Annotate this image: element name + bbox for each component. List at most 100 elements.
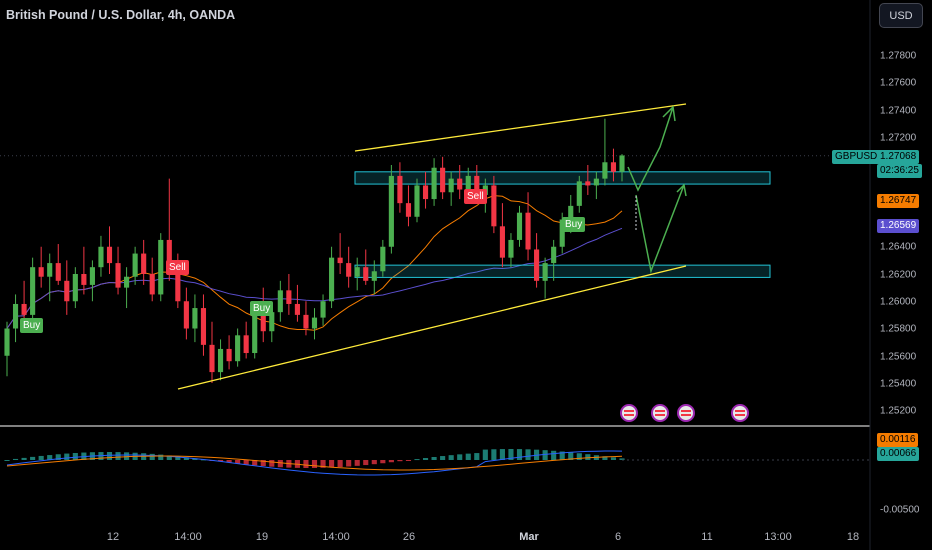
candle-up <box>568 205 574 220</box>
macd-green-tag: 0.00066 <box>877 447 920 461</box>
candle-up <box>576 181 582 206</box>
candle-up <box>252 308 258 354</box>
candle-down <box>226 348 232 362</box>
macd-bar <box>226 460 232 463</box>
candle-down <box>149 274 155 295</box>
candle-up <box>89 267 95 285</box>
macd-bar <box>440 456 446 460</box>
candle-up <box>354 267 360 277</box>
currency-button[interactable]: USD <box>879 3 923 28</box>
time-tick: 14:00 <box>322 531 350 543</box>
macd-line <box>6 450 623 476</box>
macd-bar <box>183 457 189 460</box>
candle-up <box>542 263 548 281</box>
candle-up <box>72 274 78 302</box>
time-tick: 19 <box>255 531 269 543</box>
candle-down <box>363 267 369 281</box>
macd-bar <box>371 460 377 465</box>
macd-bar <box>559 451 565 460</box>
buy-signal: Buy <box>20 318 44 333</box>
sell-signal: Sell <box>166 260 189 275</box>
candle-down <box>243 335 249 354</box>
price-tick: 1.25800 <box>880 323 917 335</box>
symbol-title: British Pound / U.S. Dollar, 4h, OANDA <box>6 8 236 22</box>
macd-bar <box>12 458 19 460</box>
candle-up <box>12 303 19 329</box>
candle-up <box>158 239 164 295</box>
candle-up <box>329 257 335 302</box>
macd-bar <box>320 460 326 468</box>
macd-bar <box>576 453 582 460</box>
macd-bar <box>363 460 369 466</box>
macd-bar <box>243 460 249 465</box>
macd-bar <box>602 456 608 460</box>
candle-up <box>619 155 625 172</box>
macd-bar <box>491 449 497 460</box>
candle-up <box>124 276 130 288</box>
candle-up <box>277 290 283 313</box>
macd-bar <box>568 452 574 460</box>
macd-bar <box>175 456 181 460</box>
time-tick: Mar <box>519 531 539 543</box>
candle-down <box>346 263 352 277</box>
us-flag-icon <box>651 404 669 422</box>
candle-up <box>320 301 326 318</box>
macd-bar <box>235 460 241 464</box>
candle-up <box>380 246 386 272</box>
macd-bar <box>303 460 309 468</box>
macd-bar <box>551 450 557 460</box>
macd-bar <box>72 452 78 460</box>
candle-up <box>508 239 514 258</box>
macd-bar <box>448 455 454 460</box>
macd-bar <box>405 460 412 461</box>
candle-up <box>371 271 377 281</box>
candle-down <box>337 257 343 264</box>
macd-orange-tag: 0.00116 <box>877 433 919 447</box>
macd-bar <box>431 457 437 460</box>
candle-down <box>260 308 266 332</box>
macd-bar <box>482 449 488 460</box>
candle-up <box>448 178 454 193</box>
candle-down <box>440 167 446 193</box>
macd-bar <box>516 449 523 460</box>
macd-bar <box>525 449 531 460</box>
macd-bar <box>542 450 548 460</box>
arrow-head <box>676 183 687 197</box>
candle-down <box>457 178 463 190</box>
macd-bar <box>115 452 121 460</box>
candle-down <box>422 185 429 200</box>
ma-purple-tag: 1.26569 <box>877 219 920 233</box>
candle-down <box>534 249 540 281</box>
candle-up <box>516 212 523 240</box>
candle-up <box>465 175 471 190</box>
sell-signal: Sell <box>464 189 487 204</box>
time-tick: 26 <box>402 531 416 543</box>
sr-zone <box>354 264 771 278</box>
candle-down <box>200 308 207 345</box>
candle-down <box>209 344 215 373</box>
macd-bar <box>269 460 275 467</box>
candle-down <box>286 290 292 304</box>
candle-up <box>217 348 224 373</box>
macd-bar <box>499 449 505 460</box>
price-tick: 1.25200 <box>880 405 917 417</box>
macd-bar <box>422 458 429 460</box>
time-tick: 6 <box>614 531 622 543</box>
indicator-tick: -0.00500 <box>880 504 920 516</box>
candle-up <box>388 175 394 247</box>
candle-down <box>38 267 44 277</box>
ma-orange-tag: 1.26747 <box>877 194 920 208</box>
candle-up <box>414 185 420 217</box>
candle-down <box>21 303 27 315</box>
us-flag-icon <box>677 404 695 422</box>
macd-bar <box>414 459 420 461</box>
candle-down <box>525 212 531 250</box>
candle-down <box>499 226 505 258</box>
macd-bar <box>457 454 463 460</box>
candle-down <box>115 263 121 288</box>
candle-up <box>47 263 53 277</box>
macd-bar <box>217 460 224 462</box>
macd-bar <box>260 460 266 467</box>
candle-down <box>405 203 412 217</box>
